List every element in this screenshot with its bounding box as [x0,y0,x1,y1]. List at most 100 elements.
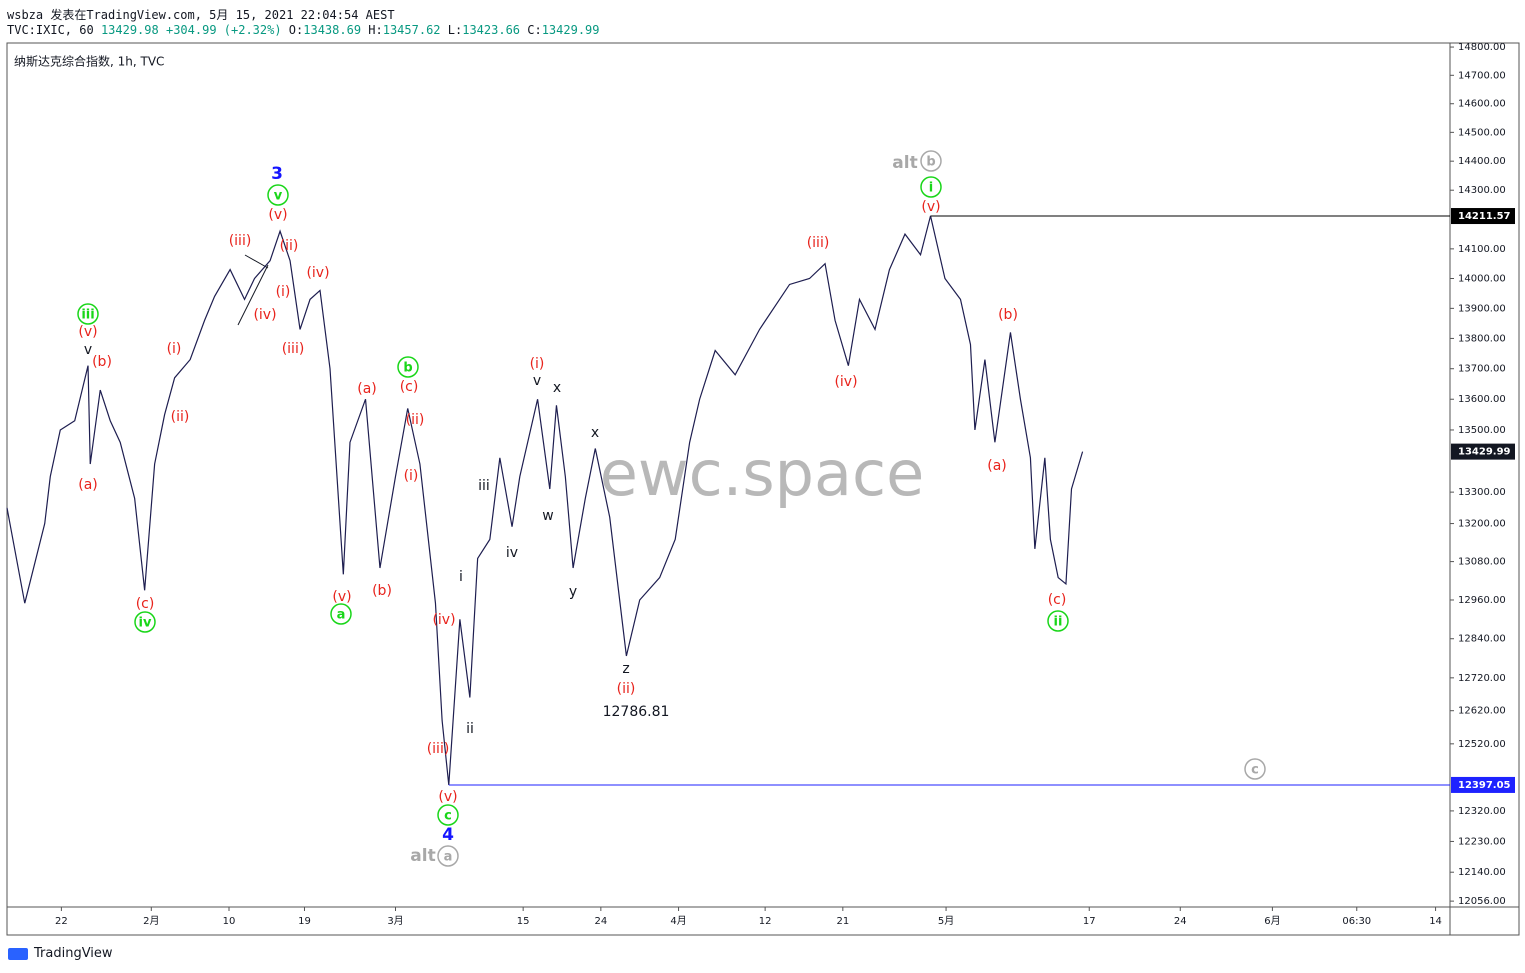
wave-label: iii [478,478,490,494]
y-tick-label: 13200.00 [1458,519,1506,530]
wave-label: (ii) [406,412,425,428]
l-label: L: [447,23,463,37]
wave-label: 12786.81 [603,704,670,720]
chart-frame [6,42,1520,936]
symbol: TVC:IXIC, 60 [7,23,94,37]
publisher: wsbza 发表在TradingView.com, 5月 15, 2021 22… [7,8,395,22]
y-tick-label: 14100.00 [1458,244,1506,255]
price-line [6,215,1084,786]
change: +304.99 (+2.32%) [165,23,282,37]
wave-label: i [929,181,933,196]
x-tick-label: 5月 [938,915,954,927]
o-label: O: [288,23,304,37]
wave-circle [920,176,942,198]
wave-circle [437,804,459,826]
wave-label: b [403,361,412,376]
y-tick-label: 12230.00 [1458,836,1506,847]
wave-label: (v) [268,207,287,223]
wave-circle [437,845,459,867]
wave-label: (iii) [807,235,830,251]
y-tick-label: 12056.00 [1458,896,1506,907]
wave-label: (b) [372,583,392,599]
wave-label: iv [139,616,152,631]
y-tick-label: 13500.00 [1458,425,1506,436]
x-tick-label: 24 [1174,916,1187,927]
last-price-label: 13429.99 [1458,447,1511,458]
price-tag-label: 14211.57 [1458,211,1511,222]
wave-label: (ii) [171,409,190,425]
x-tick-label: 2月 [143,915,159,927]
wave-circle [77,303,99,325]
wave-label: (v) [438,789,457,805]
ohlc-line: TVC:IXIC, 60 13429.98 +304.99 (+2.32%) O… [7,23,600,37]
wave-label: v [84,342,92,358]
wave-label: (i) [404,468,419,484]
wave-label: (v) [332,589,351,605]
last: 13429.98 [100,23,159,37]
wave-label: 4 [442,825,454,845]
wave-label: (iii) [282,341,305,357]
x-tick-label: 15 [517,916,530,927]
wave-label: (iii) [427,741,450,757]
y-tick-label: 12960.00 [1458,595,1506,606]
price-tag [1451,776,1515,793]
wave-label: (i) [530,356,545,372]
y-tick-label: 14500.00 [1458,127,1506,138]
watermark: ewc.space [600,437,925,510]
open: 13438.69 [303,23,362,37]
price-tag-label: 12397.05 [1458,780,1511,791]
wave-label: y [569,584,577,600]
last-price-tag [1451,443,1515,460]
y-tick-label: 14400.00 [1458,156,1506,167]
y-tick-label: 12140.00 [1458,867,1506,878]
wave-label: (a) [78,477,98,493]
y-tick-label: 13080.00 [1458,557,1506,568]
wave-label: (b) [92,354,112,370]
wave-circle [397,356,419,378]
x-tick-label: 14 [1429,916,1442,927]
y-tick-label: 13300.00 [1458,487,1506,498]
x-tick-label: 3月 [387,915,403,927]
wave-label: (c) [136,596,155,612]
wave-label: (b) [998,307,1018,323]
y-tick-label: 13800.00 [1458,333,1506,344]
wave-label: c [1251,763,1259,778]
y-tick-label: 13700.00 [1458,364,1506,375]
wave-label: (c) [1048,592,1067,608]
wave-label: (iv) [306,265,329,281]
y-tick-label: 12320.00 [1458,806,1506,817]
wave-label: (i) [276,284,291,300]
wave-label: alt [892,153,917,173]
wave-label: (ii) [280,238,299,254]
wave-circle [330,603,352,625]
wave-label: iv [506,545,518,561]
wave-label: i [459,569,463,585]
y-tick-label: 12720.00 [1458,673,1506,684]
wave-label: (v) [78,324,97,340]
y-tick-label: 12620.00 [1458,706,1506,717]
close: 13429.99 [541,23,600,37]
wave-label: 3 [271,164,283,184]
x-tick-label: 17 [1083,916,1096,927]
wave-circle [1047,610,1069,632]
wave-label: w [542,508,553,524]
x-tick-label: 22 [55,916,68,927]
publisher-line: wsbza 发表在TradingView.com, 5月 15, 2021 22… [7,6,395,23]
y-tick-label: 14000.00 [1458,274,1506,285]
wave-circle [1244,758,1266,780]
wave-line [244,254,269,269]
x-tick-label: 12 [759,916,772,927]
wave-label: (iv) [253,307,276,323]
wave-label: (iv) [432,612,455,628]
wave-label: b [926,155,935,170]
y-tick-label: 13900.00 [1458,303,1506,314]
wave-circle [134,611,156,633]
wave-label: (a) [357,381,377,397]
y-tick-label: 13600.00 [1458,394,1506,405]
wave-label: (i) [167,341,182,357]
h-label: H: [368,23,383,37]
wave-label: (c) [400,379,419,395]
x-tick-label: 06:30 [1342,916,1371,927]
logo [8,948,28,960]
